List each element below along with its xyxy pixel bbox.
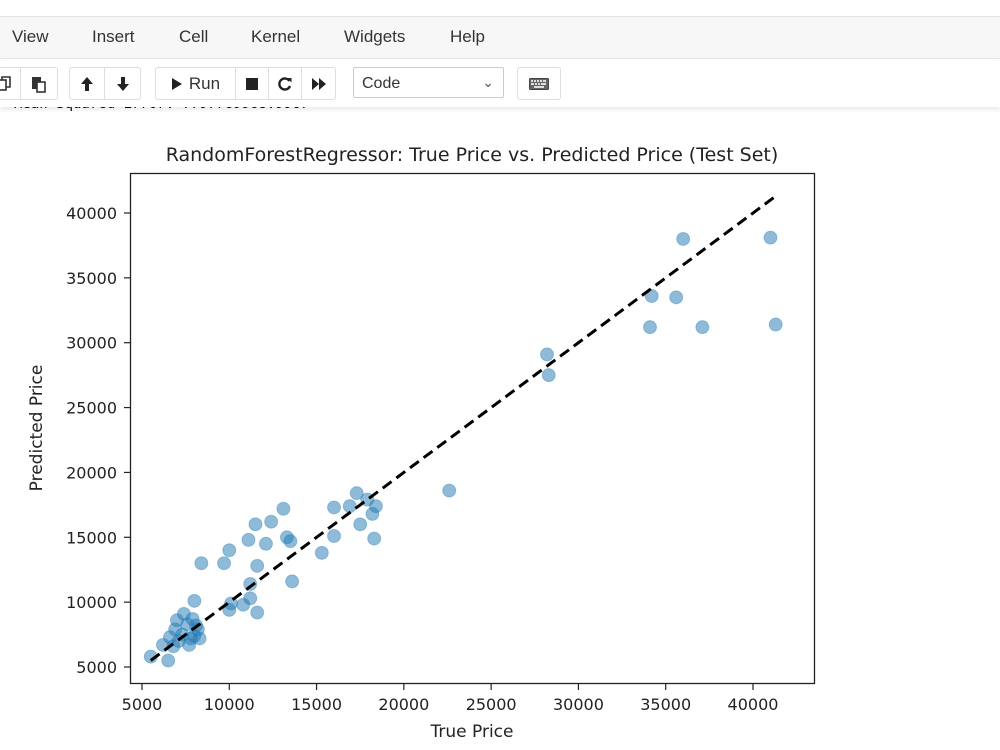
restart-icon: [278, 76, 292, 91]
data-point: [676, 231, 691, 246]
data-point: [368, 499, 383, 514]
move-down-icon: [116, 76, 129, 91]
y-tick-label: 25000: [66, 399, 117, 418]
fast-forward-icon: [311, 77, 326, 90]
run-button[interactable]: Run: [156, 68, 236, 99]
reference-diagonal-line: [149, 194, 777, 662]
paste-button[interactable]: [21, 68, 57, 99]
x-axis: 5000 10000 15000 20000 25000 30000 35000 40000: [122, 684, 779, 714]
data-point: [250, 558, 265, 573]
move-up-button[interactable]: [70, 68, 105, 99]
copy-icon: [0, 75, 11, 91]
command-palette-button[interactable]: [518, 68, 560, 99]
cell-type-value: Code: [362, 75, 401, 92]
x-tick-label: 25000: [466, 695, 517, 714]
data-point: [643, 320, 658, 335]
data-point: [258, 536, 273, 551]
data-point: [250, 605, 265, 620]
fast-forward-button[interactable]: [302, 68, 335, 99]
data-point: [342, 499, 357, 514]
data-point: [353, 517, 368, 532]
y-tick-label: 40000: [66, 204, 117, 223]
paste-icon: [32, 76, 46, 93]
data-point: [541, 368, 556, 383]
stop-icon: [246, 77, 258, 90]
menu-help[interactable]: Help: [450, 27, 485, 46]
y-axis-label: Predicted Price: [27, 365, 47, 492]
data-points: [143, 230, 783, 668]
data-point: [349, 486, 364, 501]
move-group: [69, 67, 141, 100]
x-tick-label: 5000: [122, 695, 163, 714]
x-axis-label: True Price: [430, 722, 514, 742]
keyboard-group: [517, 67, 561, 100]
data-point: [314, 545, 329, 560]
data-point: [327, 500, 342, 515]
keyboard-icon: [529, 77, 549, 90]
copy-button[interactable]: [0, 68, 21, 99]
x-tick-label: 20000: [378, 695, 429, 714]
data-point: [540, 347, 555, 362]
data-point: [222, 543, 237, 558]
x-tick-label: 15000: [291, 695, 342, 714]
y-tick-label: 5000: [76, 658, 117, 677]
y-axis: 5000 10000 15000 20000 25000 30000 35000 40000: [66, 204, 130, 677]
data-point: [192, 631, 207, 646]
data-point: [243, 591, 258, 606]
data-point: [669, 290, 684, 305]
chart-title: RandomForestRegressor: True Price vs. Pr…: [166, 144, 779, 166]
y-tick-label: 30000: [66, 334, 117, 353]
data-point: [264, 514, 279, 529]
data-point: [248, 517, 263, 532]
data-point: [283, 534, 298, 549]
data-point: [695, 320, 710, 335]
menu-cell[interactable]: Cell: [179, 27, 209, 46]
x-tick-label: 35000: [640, 695, 691, 714]
y-tick-label: 35000: [66, 269, 117, 288]
y-tick-label: 15000: [66, 528, 117, 547]
x-tick-label: 10000: [204, 695, 255, 714]
run-label: Run: [188, 73, 221, 93]
data-point: [763, 230, 778, 245]
data-point: [276, 501, 291, 516]
data-point: [187, 593, 202, 608]
run-group: Run: [155, 67, 336, 100]
y-tick-label: 10000: [66, 593, 117, 612]
cell-type-select[interactable]: Code ⌄: [353, 67, 504, 98]
data-point: [241, 532, 256, 547]
menu-kernel[interactable]: Kernel: [251, 27, 301, 46]
data-point: [194, 556, 209, 571]
data-point: [442, 483, 457, 498]
move-down-button[interactable]: [105, 68, 140, 99]
data-point: [161, 653, 176, 668]
data-point: [367, 531, 382, 546]
data-point: [644, 289, 659, 304]
clipboard-group: [0, 67, 58, 100]
x-tick-label: 30000: [553, 695, 604, 714]
menu-view[interactable]: View: [12, 27, 49, 46]
data-point: [327, 528, 342, 543]
data-point: [768, 317, 783, 332]
menu-insert[interactable]: Insert: [92, 27, 135, 46]
stop-button[interactable]: [236, 68, 269, 99]
data-point: [285, 574, 300, 589]
chevron-down-icon: ⌄: [482, 74, 494, 90]
move-up-icon: [81, 76, 93, 91]
y-tick-label: 20000: [66, 463, 117, 482]
top-strip: [0, 0, 1000, 17]
x-tick-label: 40000: [728, 695, 779, 714]
menu-widgets[interactable]: Widgets: [344, 27, 406, 46]
data-point: [217, 556, 232, 571]
menu-bar: View Insert Cell Kernel Widgets Help: [0, 17, 1000, 59]
plot-frame: [129, 172, 816, 685]
restart-button[interactable]: [269, 68, 302, 99]
run-icon: [171, 77, 182, 90]
